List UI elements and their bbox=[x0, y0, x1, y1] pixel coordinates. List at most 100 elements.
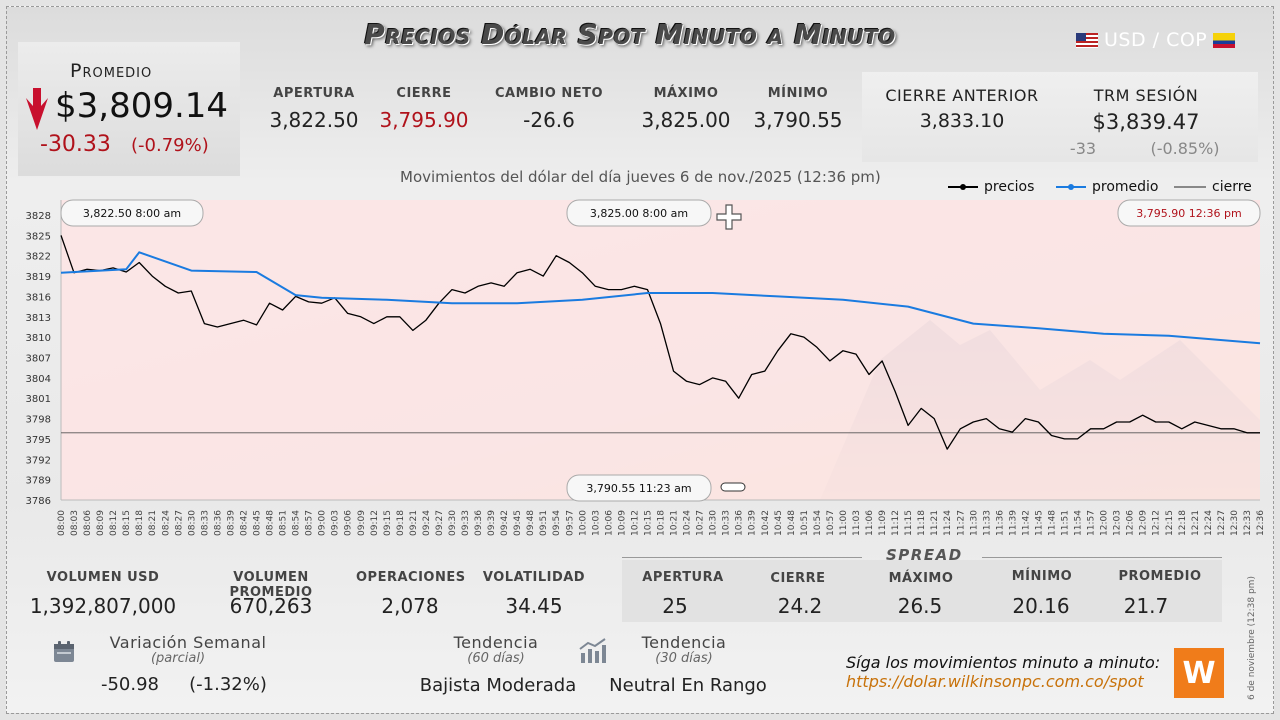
spread-minimo-label: MÍNIMO bbox=[1011, 569, 1073, 584]
down-arrow-icon bbox=[26, 88, 48, 130]
x-axis: 08:00 08:03 08:06 08:09 08:12 08:15 08:18 08:21… bbox=[57, 510, 1266, 536]
x-tick-label: 08:39 bbox=[226, 510, 236, 536]
x-tick-label: 12:06 bbox=[1126, 510, 1136, 536]
x-tick-label: 10:48 bbox=[787, 510, 797, 536]
spread-cierre-value: 24.2 bbox=[777, 594, 823, 618]
x-tick-label: 08:12 bbox=[109, 510, 119, 536]
x-tick-label: 11:03 bbox=[852, 510, 862, 536]
legend-promedio-label: promedio bbox=[1092, 179, 1159, 195]
x-tick-label: 10:30 bbox=[709, 510, 719, 536]
x-tick-label: 09:45 bbox=[513, 510, 523, 536]
volumen-label: VOLUMEN USD bbox=[46, 570, 160, 585]
footer-link[interactable]: https://dolar.wilkinsonpc.com.co/spot bbox=[846, 672, 1144, 691]
x-tick-label: 11:39 bbox=[1008, 510, 1018, 536]
negative-region bbox=[61, 200, 1260, 500]
zoom-slider-handle bbox=[720, 482, 746, 492]
x-tick-label: 11:42 bbox=[1021, 510, 1031, 536]
chart-annotations: 3,822.50 8:00 am 3,825.00 8:00 am 3,795.90… bbox=[60, 199, 1261, 502]
x-tick-label: 09:24 bbox=[422, 510, 432, 536]
spread-apertura-label: APERTURA bbox=[642, 570, 724, 585]
spread-divider-right bbox=[982, 557, 1222, 558]
x-tick-label: 10:39 bbox=[748, 510, 758, 536]
legend-cierre-label: cierre bbox=[1212, 179, 1252, 195]
spread-maximo-label: MÁXIMO bbox=[888, 571, 954, 586]
x-tick-label: 10:18 bbox=[657, 510, 667, 536]
x-tick-label: 11:48 bbox=[1047, 510, 1057, 536]
y-tick-label: 3825 bbox=[26, 231, 51, 242]
x-tick-label: 11:51 bbox=[1061, 510, 1071, 536]
maximo-value: 3,825.00 bbox=[641, 108, 731, 132]
spread-title: SPREAD bbox=[886, 546, 963, 564]
weekly-label: Variación Semanal bbox=[109, 633, 267, 652]
maximo-label: MÁXIMO bbox=[653, 86, 719, 101]
x-tick-label: 09:57 bbox=[565, 510, 575, 536]
y-tick-label: 3786 bbox=[26, 496, 51, 507]
series-promedio bbox=[60, 251, 1261, 345]
y-tick-label: 3828 bbox=[26, 211, 51, 222]
wilkinson-logo[interactable]: W bbox=[1174, 648, 1224, 698]
promedio-pct: (-0.79%) bbox=[131, 135, 209, 156]
x-tick-label: 10:27 bbox=[696, 510, 706, 536]
x-tick-label: 10:21 bbox=[670, 510, 680, 536]
trm-label: TRM SESIÓN bbox=[1093, 86, 1199, 105]
x-tick-label: 12:15 bbox=[1165, 510, 1175, 536]
x-tick-label: 08:21 bbox=[148, 510, 158, 536]
cambio-neto-label: CAMBIO NETO bbox=[494, 86, 604, 101]
x-tick-label: 09:06 bbox=[344, 510, 354, 536]
x-tick-label: 08:36 bbox=[213, 510, 223, 536]
min-annotation-text: 3,790.55 11:23 am bbox=[586, 482, 691, 495]
x-tick-label: 12:00 bbox=[1100, 510, 1110, 536]
x-tick-label: 10:33 bbox=[722, 510, 732, 536]
currency-pair: USD / COP bbox=[1076, 28, 1236, 52]
crosshair-shape bbox=[716, 204, 742, 230]
x-tick-label: 08:03 bbox=[70, 510, 80, 536]
x-tick-label: 09:54 bbox=[552, 510, 562, 536]
x-tick-label: 09:21 bbox=[409, 510, 419, 536]
x-tick-label: 08:24 bbox=[161, 510, 171, 536]
x-tick-label: 09:36 bbox=[474, 510, 484, 536]
series-lines bbox=[60, 235, 1261, 450]
x-tick-label: 10:24 bbox=[683, 510, 693, 536]
spread-promedio-label: PROMEDIO bbox=[1118, 569, 1202, 584]
x-tick-label: 12:12 bbox=[1152, 510, 1162, 536]
cambio-neto-value: -26.6 bbox=[523, 108, 575, 132]
x-tick-label: 11:18 bbox=[917, 510, 927, 536]
x-tick-label: 12:33 bbox=[1243, 510, 1253, 536]
open-annotation-text: 3,822.50 8:00 am bbox=[83, 207, 181, 220]
legend-cierre-swatch bbox=[1174, 186, 1206, 188]
x-tick-label: 10:09 bbox=[617, 510, 627, 536]
us-flag-icon bbox=[1076, 32, 1098, 48]
x-tick-label: 08:06 bbox=[83, 510, 93, 536]
x-tick-label: 10:12 bbox=[630, 510, 640, 536]
y-tick-label: 3816 bbox=[26, 292, 51, 303]
y-tick-label: 3822 bbox=[26, 252, 51, 263]
close-annotation-text: 3,795.90 12:36 pm bbox=[1136, 207, 1241, 220]
y-tick-label: 3810 bbox=[26, 333, 51, 344]
spread-cierre-label: CIERRE bbox=[770, 571, 826, 586]
volumen-promedio-value: 670,263 bbox=[229, 594, 313, 618]
x-tick-label: 10:06 bbox=[604, 510, 614, 536]
x-tick-label: 12:09 bbox=[1139, 510, 1149, 536]
x-tick-label: 12:36 bbox=[1256, 510, 1266, 536]
legend-cierre: cierre bbox=[1174, 178, 1252, 196]
x-tick-label: 11:21 bbox=[930, 510, 940, 536]
weekly-value: -50.98 bbox=[100, 674, 160, 695]
x-tick-label: 09:27 bbox=[435, 510, 445, 536]
x-tick-label: 11:09 bbox=[878, 510, 888, 536]
volumen-promedio-label: VOLUMEN PROMEDIO bbox=[229, 570, 313, 600]
y-tick-label: 3807 bbox=[26, 354, 51, 365]
spread-minimo-value: 20.16 bbox=[1012, 594, 1070, 618]
spread-divider-left bbox=[622, 557, 862, 558]
weekly-pct: (-1.32%) bbox=[189, 674, 267, 695]
close-annotation-box bbox=[1117, 199, 1261, 227]
trm-value: $3,839.47 bbox=[1092, 110, 1200, 134]
y-axis: 3828 3825 3822 3819 3816 3813 3810 3807 3804 3801… bbox=[26, 200, 1260, 507]
legend-precios-swatch bbox=[948, 184, 978, 190]
x-tick-label: 11:45 bbox=[1034, 510, 1044, 536]
y-tick-label: 3813 bbox=[26, 313, 51, 324]
x-tick-label: 08:15 bbox=[122, 510, 132, 536]
open-annotation-box bbox=[60, 199, 204, 227]
y-tick-label: 3819 bbox=[26, 272, 51, 283]
y-tick-label: 3795 bbox=[26, 435, 51, 446]
x-tick-label: 08:27 bbox=[174, 510, 184, 536]
